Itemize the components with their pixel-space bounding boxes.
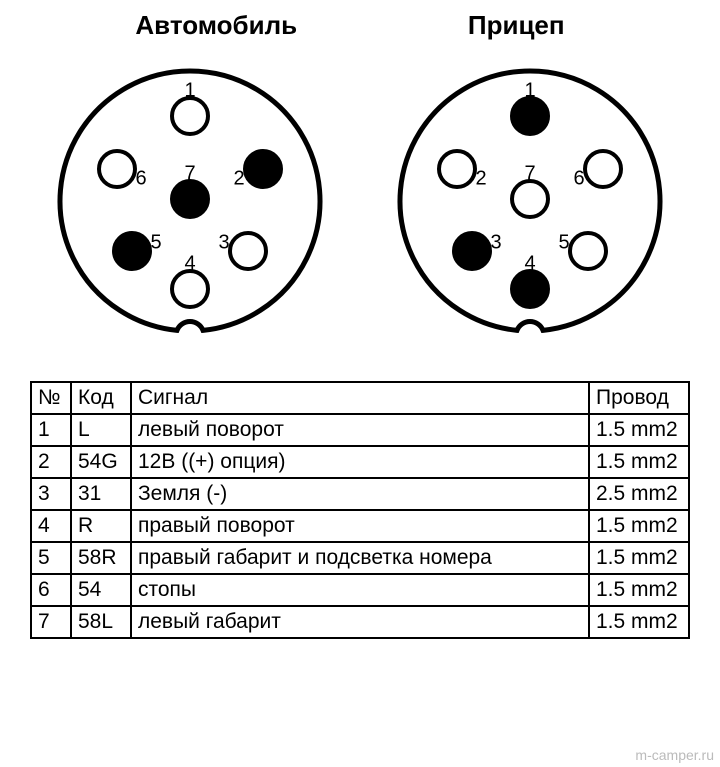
table-row: 758Lлевый габарит1.5 mm2	[31, 606, 689, 638]
cell-code: 54	[71, 574, 131, 606]
connector-trailer: 1 2 345 6 7	[380, 51, 680, 351]
th-wire: Провод	[589, 382, 689, 414]
pin-circle	[172, 98, 208, 134]
cell-num: 1	[31, 414, 71, 446]
pin-circle	[512, 271, 548, 307]
pin-circle	[245, 151, 281, 187]
pin-label: 4	[524, 253, 535, 276]
cell-wire: 2.5 mm2	[589, 478, 689, 510]
pin-label: 3	[218, 232, 229, 255]
pin-circle	[512, 98, 548, 134]
titles-row: Автомобиль Прицеп	[20, 10, 700, 41]
watermark: m-camper.ru	[635, 747, 714, 763]
cell-wire: 1.5 mm2	[589, 542, 689, 574]
pin-label: 4	[184, 253, 195, 276]
pin-label: 2	[475, 168, 486, 191]
pin-circle	[439, 151, 475, 187]
th-num: №	[31, 382, 71, 414]
table-row: 331Земля (-)2.5 mm2	[31, 478, 689, 510]
cell-code: 58R	[71, 542, 131, 574]
cell-num: 6	[31, 574, 71, 606]
cell-code: L	[71, 414, 131, 446]
table-row: 558Rправый габарит и подсветка номера1.5…	[31, 542, 689, 574]
pin-label: 7	[524, 163, 535, 186]
cell-num: 3	[31, 478, 71, 510]
cell-signal: 12В ((+) опция)	[131, 446, 589, 478]
pinout-table: № Код Сигнал Провод 1Lлевый поворот1.5 m…	[30, 381, 690, 639]
table-body: 1Lлевый поворот1.5 mm2254G12В ((+) опция…	[31, 414, 689, 638]
pin-circle	[570, 233, 606, 269]
table-row: 254G12В ((+) опция)1.5 mm2	[31, 446, 689, 478]
pin-label: 5	[150, 232, 161, 255]
title-vehicle: Автомобиль	[135, 10, 297, 41]
pin-circle	[230, 233, 266, 269]
cell-signal: левый поворот	[131, 414, 589, 446]
pin-circle	[172, 181, 208, 217]
cell-wire: 1.5 mm2	[589, 606, 689, 638]
pin-label: 1	[184, 80, 195, 103]
pin-circle	[585, 151, 621, 187]
cell-num: 7	[31, 606, 71, 638]
cell-num: 4	[31, 510, 71, 542]
pin-circle	[512, 181, 548, 217]
table-row: 1Lлевый поворот1.5 mm2	[31, 414, 689, 446]
cell-signal: левый габарит	[131, 606, 589, 638]
cell-wire: 1.5 mm2	[589, 414, 689, 446]
cell-wire: 1.5 mm2	[589, 510, 689, 542]
table-header-row: № Код Сигнал Провод	[31, 382, 689, 414]
pin-label: 5	[558, 232, 569, 255]
pin-circle	[114, 233, 150, 269]
cell-num: 5	[31, 542, 71, 574]
th-signal: Сигнал	[131, 382, 589, 414]
th-code: Код	[71, 382, 131, 414]
cell-code: 54G	[71, 446, 131, 478]
cell-code: 58L	[71, 606, 131, 638]
cell-signal: стопы	[131, 574, 589, 606]
cell-signal: правый поворот	[131, 510, 589, 542]
pinout-table-wrap: № Код Сигнал Провод 1Lлевый поворот1.5 m…	[30, 381, 690, 639]
pin-label: 6	[573, 168, 584, 191]
cell-code: R	[71, 510, 131, 542]
cell-signal: Земля (-)	[131, 478, 589, 510]
pin-label: 2	[233, 168, 244, 191]
cell-wire: 1.5 mm2	[589, 446, 689, 478]
diagrams-row: 1234567 1234567	[20, 51, 700, 351]
cell-code: 31	[71, 478, 131, 510]
cell-wire: 1.5 mm2	[589, 574, 689, 606]
pin-label: 3	[490, 232, 501, 255]
table-row: 4Rправый поворот1.5 mm2	[31, 510, 689, 542]
cell-num: 2	[31, 446, 71, 478]
pin-label: 6	[135, 168, 146, 191]
pin-label: 7	[184, 163, 195, 186]
title-trailer: Прицеп	[468, 10, 565, 41]
pin-circle	[454, 233, 490, 269]
pin-label: 1	[524, 80, 535, 103]
cell-signal: правый габарит и подсветка номера	[131, 542, 589, 574]
connector-vehicle: 1 2 345 6 7	[40, 51, 340, 351]
page-container: Автомобиль Прицеп 1234567 1234567 № Код …	[0, 0, 720, 649]
table-row: 654стопы1.5 mm2	[31, 574, 689, 606]
pin-circle	[99, 151, 135, 187]
pin-circle	[172, 271, 208, 307]
